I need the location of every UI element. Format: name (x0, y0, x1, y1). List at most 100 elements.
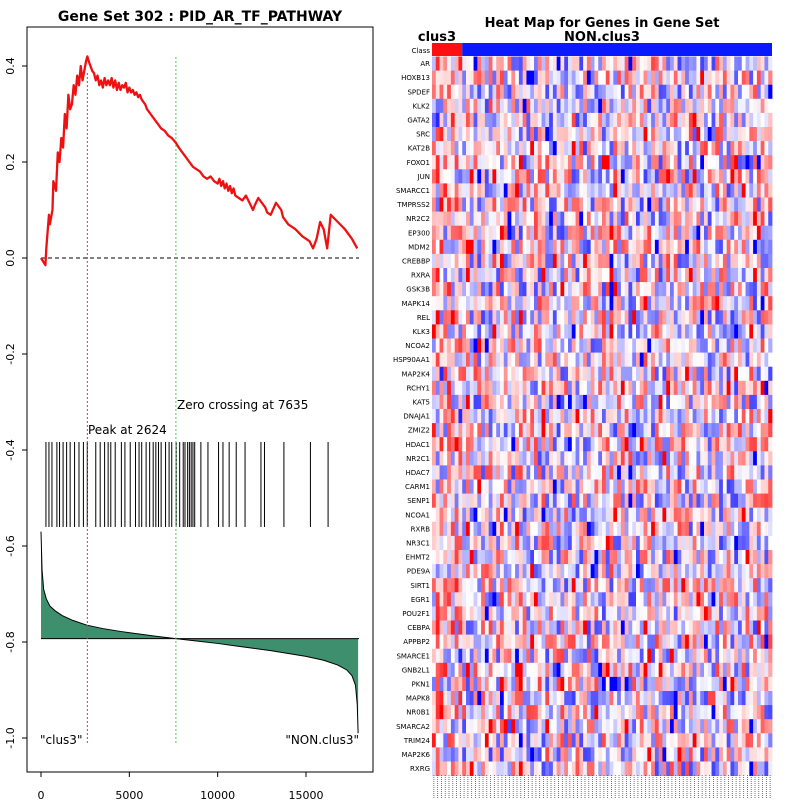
heatmap-cell (707, 70, 712, 86)
heatmap-cell (760, 310, 765, 325)
heatmap-cell (477, 409, 482, 424)
heatmap-cell (707, 493, 712, 509)
heatmap-cell (688, 282, 694, 297)
heatmap-cell (602, 141, 607, 156)
heatmap-cell (522, 761, 527, 776)
heatmap-cell (673, 98, 678, 114)
heatmap-cell (738, 310, 743, 325)
heatmap-cell (707, 112, 712, 128)
heatmap-cell (500, 648, 505, 664)
heatmap-cell (530, 310, 535, 325)
heatmap-cell (666, 84, 671, 100)
heatmap-cell (707, 691, 712, 706)
heatmap-cell (692, 535, 697, 551)
heatmap-cell (458, 282, 463, 297)
heatmap-cell (670, 169, 675, 184)
heatmap-cell (594, 324, 599, 339)
heatmap-cell (685, 268, 690, 283)
heatmap-cell (617, 380, 622, 396)
heatmap-cell (745, 310, 750, 325)
heatmap-cell (715, 521, 720, 537)
heatmap-cell (443, 366, 448, 382)
heatmap-cell (583, 310, 588, 325)
heatmap-cell (726, 70, 731, 86)
heatmap-cell (745, 211, 750, 227)
heatmap-cell (454, 733, 459, 748)
heatmap-cell (760, 324, 765, 339)
heatmap-cell (598, 112, 603, 128)
heatmap-cell (602, 324, 607, 339)
heatmap-cell (556, 479, 561, 494)
heatmap-cell (526, 493, 531, 509)
heatmap-cell (450, 225, 456, 241)
heatmap-cell (583, 296, 588, 311)
heatmap-cell (583, 747, 588, 762)
heatmap-cell (700, 606, 705, 621)
heatmap-cell (466, 253, 471, 269)
heatmap-cell (696, 366, 701, 382)
heatmap-cell (447, 225, 452, 241)
heatmap-cell (549, 127, 554, 142)
heatmap-cell (568, 761, 573, 776)
heatmap-cell (738, 352, 743, 368)
heatmap-cell (704, 338, 709, 353)
heatmap-cell (628, 324, 633, 339)
heatmap-cell (473, 70, 478, 86)
heatmap-cell (481, 84, 486, 100)
heatmap-cell (741, 437, 746, 452)
heatmap-cell (719, 620, 724, 635)
heatmap-cell (685, 394, 690, 410)
heatmap-cell (643, 352, 648, 368)
plot-frame (26, 26, 374, 773)
heatmap-cell (522, 141, 527, 156)
heatmap-cell (673, 465, 678, 480)
heatmap-cell (586, 719, 592, 734)
gene-label: REL (417, 314, 430, 322)
heatmap-cell (560, 352, 565, 368)
heatmap-cell (526, 366, 531, 382)
heatmap-cell (458, 268, 463, 283)
heatmap-cell (492, 493, 497, 509)
heatmap-cell (639, 211, 644, 227)
heatmap-cell (518, 719, 524, 734)
heatmap-cell (522, 648, 527, 664)
heatmap-cell (450, 451, 456, 466)
heatmap-cell (696, 535, 701, 551)
heatmap-cell (511, 676, 516, 692)
heatmap-cell (768, 225, 773, 241)
heatmap-cell (598, 197, 603, 212)
heatmap-cell (571, 310, 576, 325)
heatmap-cell (692, 70, 697, 86)
heatmap-cell (432, 535, 437, 551)
heatmap-cell (639, 535, 644, 551)
heatmap-cell (564, 437, 569, 452)
heatmap-cell (534, 225, 539, 241)
heatmap-cell (496, 352, 501, 368)
heatmap-cell (670, 691, 675, 706)
heatmap-cell (643, 634, 648, 650)
heatmap-cell (579, 676, 584, 692)
heatmap-cell (602, 648, 607, 664)
heatmap-cell (666, 493, 671, 509)
heatmap-cell (496, 183, 501, 198)
heatmap-cell (730, 155, 735, 170)
heatmap-cell (537, 282, 542, 297)
heatmap-cell (764, 324, 769, 339)
heatmap-cell (647, 437, 652, 452)
heatmap-cell (522, 451, 527, 466)
heatmap-cell (530, 282, 535, 297)
heatmap-cell (654, 733, 660, 748)
heatmap-cell (628, 578, 633, 593)
heatmap-cell (545, 338, 550, 353)
heatmap-cell (511, 409, 516, 424)
heatmap-cell (590, 310, 595, 325)
heatmap-cell (613, 592, 618, 607)
heatmap-cell (500, 324, 505, 339)
heatmap-cell (651, 733, 656, 748)
heatmap-cell (617, 733, 622, 748)
heatmap-cell (749, 183, 754, 198)
heatmap-cell (651, 719, 656, 734)
heatmap-cell (503, 535, 508, 551)
heatmap-cell (636, 423, 641, 438)
heatmap-cell (756, 761, 762, 776)
